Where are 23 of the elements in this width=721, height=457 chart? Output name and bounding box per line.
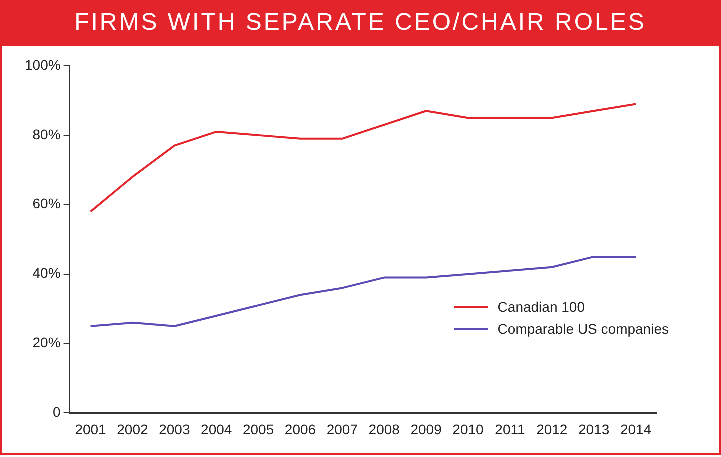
y-tick-label: 40% xyxy=(32,265,61,282)
x-tick-label: 2003 xyxy=(159,421,190,438)
x-tick-label: 2002 xyxy=(117,421,148,438)
x-tick-label: 2004 xyxy=(201,421,232,438)
y-tick-label: 100% xyxy=(24,56,61,73)
legend-label: Comparable US companies xyxy=(498,321,669,337)
x-tick-label: 2013 xyxy=(578,421,610,438)
y-tick-label: 80% xyxy=(32,126,61,142)
y-tick-label: 20% xyxy=(32,334,61,351)
x-tick-label: 2014 xyxy=(620,421,652,438)
x-tick-label: 2007 xyxy=(326,421,358,438)
x-tick-label: 2012 xyxy=(536,421,568,438)
x-tick-label: 2008 xyxy=(368,421,400,438)
x-tick-label: 2005 xyxy=(242,421,274,438)
x-tick-label: 2010 xyxy=(452,421,484,438)
legend-label: Canadian 100 xyxy=(498,299,585,315)
y-tick-label: 0 xyxy=(53,404,62,420)
y-tick-label: 60% xyxy=(32,196,61,212)
chart-title: FIRMS WITH SEPARATE CEO/CHAIR ROLES xyxy=(2,0,719,46)
x-tick-label: 2011 xyxy=(495,421,526,438)
x-tick-label: 2001 xyxy=(75,421,107,438)
x-tick-label: 2006 xyxy=(284,421,316,438)
x-tick-label: 2009 xyxy=(410,421,442,438)
